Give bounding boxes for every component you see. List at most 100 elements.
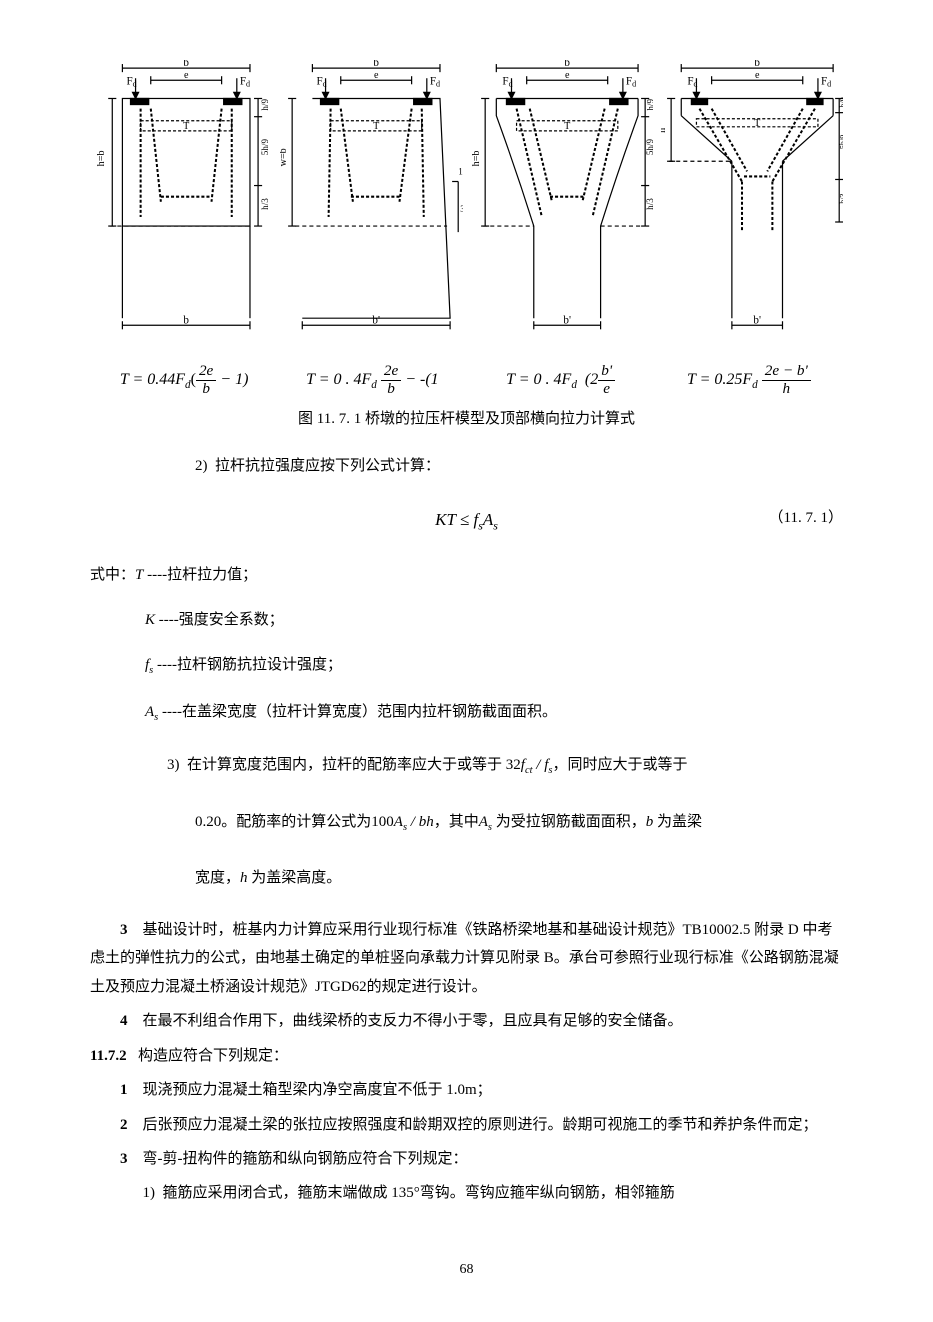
sym-100: 100 xyxy=(371,814,394,830)
sym-bh: bh xyxy=(419,814,434,830)
svg-text:5h/9: 5h/9 xyxy=(838,135,843,149)
sub-3-1: 1) 箍筋应采用闭合式，箍筋末端做成 135°弯钩。弯钩应箍牢纵向钢筋，相邻箍筋 xyxy=(90,1180,843,1207)
svg-text:h/3: h/3 xyxy=(260,198,270,210)
svg-text:5h/9: 5h/9 xyxy=(260,139,270,156)
definitions: 式中：T ----拉杆拉力值； K ----强度安全系数； fs ----拉杆钢… xyxy=(90,562,843,728)
def-As-text: 在盖梁宽度（拉杆计算宽度）范围内拉杆钢筋截面面积。 xyxy=(182,704,557,720)
svg-text:Fd: Fd xyxy=(126,75,136,88)
svg-text:b: b xyxy=(374,60,380,69)
diagram-4-svg: b e Fd Fd T xyxy=(661,60,843,333)
item-3-l2a: 0.20。配筋率的计算公式为 xyxy=(195,814,371,830)
def-As: As ----在盖梁宽度（拉杆计算宽度）范围内拉杆钢筋截面面积。 xyxy=(90,699,843,728)
item-3-l2b: ，其中 xyxy=(434,814,479,830)
sym-As-A: A xyxy=(479,814,488,830)
svg-text:b: b xyxy=(754,60,760,69)
item-3-line1: 3) 在计算宽度范围内，拉杆的配筋率应大于或等于 32fct / fs，同时应大… xyxy=(90,747,843,783)
def-fs-sym: fs xyxy=(145,657,153,673)
svg-text:h=b: h=b xyxy=(96,151,107,167)
figure-caption: 图 11. 7. 1 桥墩的拉压杆模型及顶部横向拉力计算式 xyxy=(90,406,843,433)
def-T: 式中：T ----拉杆拉力值； xyxy=(90,562,843,589)
svg-text:Fd: Fd xyxy=(430,75,440,88)
def-fs-dash: ---- xyxy=(157,657,177,673)
item-3-l2d: 为盖梁 xyxy=(653,814,702,830)
diagram-3: b e Fd Fd T xyxy=(471,60,653,343)
svg-text:Fd: Fd xyxy=(502,75,512,88)
item-3-label: 3) xyxy=(167,757,180,773)
svg-text:b': b' xyxy=(373,314,381,326)
sub-2-num: 2 xyxy=(120,1117,128,1133)
svg-text:5h/9: 5h/9 xyxy=(645,139,653,156)
para-3-num: 3 xyxy=(120,922,128,938)
sub-3-text: 弯-剪-扭构件的箍筋和纵向钢筋应符合下列规定： xyxy=(143,1151,468,1167)
item-3-l3a: 宽度， xyxy=(195,870,240,886)
sym-slash-2: / xyxy=(407,814,419,830)
svg-text:w=b: w=b xyxy=(280,148,289,166)
def-As-sym: As xyxy=(145,704,158,720)
item-3-text-a: 在计算宽度范围内，拉杆的配筋率应大于或等于 32 xyxy=(187,757,521,773)
figure-11-7-1-diagrams: b e Fd Fd T xyxy=(90,60,843,343)
item-2: 2) 拉杆抗拉强度应按下列公式计算： xyxy=(90,453,843,480)
formula-1: T = 0.44Fd(2eb − 1) xyxy=(90,363,278,397)
svg-text:h: h xyxy=(661,128,668,133)
equation-body-lhs: KT ≤ f xyxy=(435,510,478,529)
svg-text:e: e xyxy=(755,70,760,81)
svg-text:Fd: Fd xyxy=(821,75,831,88)
svg-text:Fd: Fd xyxy=(240,75,250,88)
sym-h: h xyxy=(240,870,248,886)
section-11-7-2: 11.7.2 构造应符合下列规定： xyxy=(90,1042,843,1071)
figure-formulas-row: T = 0.44Fd(2eb − 1) T = 0 . 4Fd 2eb − -(… xyxy=(90,363,843,397)
para-3-text: 基础设计时，桩基内力计算应采用行业现行标准《铁路桥梁地基和基础设计规范》TB10… xyxy=(90,922,839,995)
sub-1-num: 1 xyxy=(120,1082,128,1098)
sub-3-1-label: 1) xyxy=(143,1185,156,1201)
equation-sub2: s xyxy=(493,518,498,532)
svg-text:h=b: h=b xyxy=(471,151,482,167)
svg-text:T: T xyxy=(373,121,379,132)
svg-text:b: b xyxy=(564,60,570,69)
sym-fct-sub: ct xyxy=(525,765,533,776)
def-fs-text: 拉杆钢筋抗拉设计强度； xyxy=(177,657,342,673)
svg-text:Fd: Fd xyxy=(625,75,635,88)
item-3-l3b: 为盖梁高度。 xyxy=(248,870,342,886)
svg-text:h/9: h/9 xyxy=(838,97,843,107)
svg-text:e: e xyxy=(564,70,569,81)
def-T-dash: ---- xyxy=(147,567,167,583)
sub-1: 1 现浇预应力混凝土箱型梁内净空高度宜不低于 1.0m； xyxy=(90,1076,843,1105)
def-K: K ----强度安全系数； xyxy=(90,607,843,634)
item-2-label: 2) xyxy=(195,458,208,474)
svg-text:b': b' xyxy=(563,314,571,326)
svg-text:h/9: h/9 xyxy=(260,99,270,111)
svg-text:h/9: h/9 xyxy=(645,99,653,111)
svg-text:Fd: Fd xyxy=(317,75,327,88)
sub-3-1-text: 箍筋应采用闭合式，箍筋末端做成 135°弯钩。弯钩应箍牢纵向钢筋，相邻箍筋 xyxy=(163,1185,675,1201)
diagram-3-svg: b e Fd Fd T xyxy=(471,60,653,333)
formula-4: T = 0.25Fd 2e − b'h xyxy=(655,363,843,397)
item-3-text-b: ，同时应大于或等于 xyxy=(552,757,687,773)
def-K-text: 强度安全系数； xyxy=(179,612,284,628)
section-11-7-2-num: 11.7.2 xyxy=(90,1048,127,1064)
svg-text:e: e xyxy=(374,70,379,81)
page-number: 68 xyxy=(90,1257,843,1282)
svg-text:e: e xyxy=(184,70,189,81)
def-T-text: 拉杆拉力值； xyxy=(167,567,257,583)
prefix-shizhong: 式中： xyxy=(90,567,135,583)
svg-text:3: 3 xyxy=(460,204,462,214)
sym-A: A xyxy=(394,814,403,830)
item-3-line3: 宽度，h 为盖梁高度。 xyxy=(90,860,843,896)
equation-number: （11. 7. 1） xyxy=(769,505,843,532)
svg-text:h/3: h/3 xyxy=(645,198,653,210)
svg-text:T: T xyxy=(183,121,189,132)
sub-3: 3 弯-剪-扭构件的箍筋和纵向钢筋应符合下列规定： xyxy=(90,1145,843,1174)
sym-slash-1: / xyxy=(533,757,545,773)
sub-3-num: 3 xyxy=(120,1151,128,1167)
svg-text:1: 1 xyxy=(458,166,462,176)
diagram-2-svg: b e Fd Fd T w=b xyxy=(280,60,462,333)
section-11-7-2-text: 构造应符合下列规定： xyxy=(138,1048,288,1064)
def-fs: fs ----拉杆钢筋抗拉设计强度； xyxy=(90,652,843,681)
svg-text:h/3: h/3 xyxy=(838,193,843,203)
diagram-4: b e Fd Fd T xyxy=(661,60,843,343)
svg-text:b: b xyxy=(183,60,189,69)
item-3-line2: 0.20。配筋率的计算公式为100As / bh，其中As 为受拉钢筋截面面积，… xyxy=(90,804,843,840)
para-3: 3 基础设计时，桩基内力计算应采用行业现行标准《铁路桥梁地基和基础设计规范》TB… xyxy=(90,916,843,1002)
diagram-1: b e Fd Fd T xyxy=(90,60,272,343)
svg-text:T: T xyxy=(564,121,570,132)
